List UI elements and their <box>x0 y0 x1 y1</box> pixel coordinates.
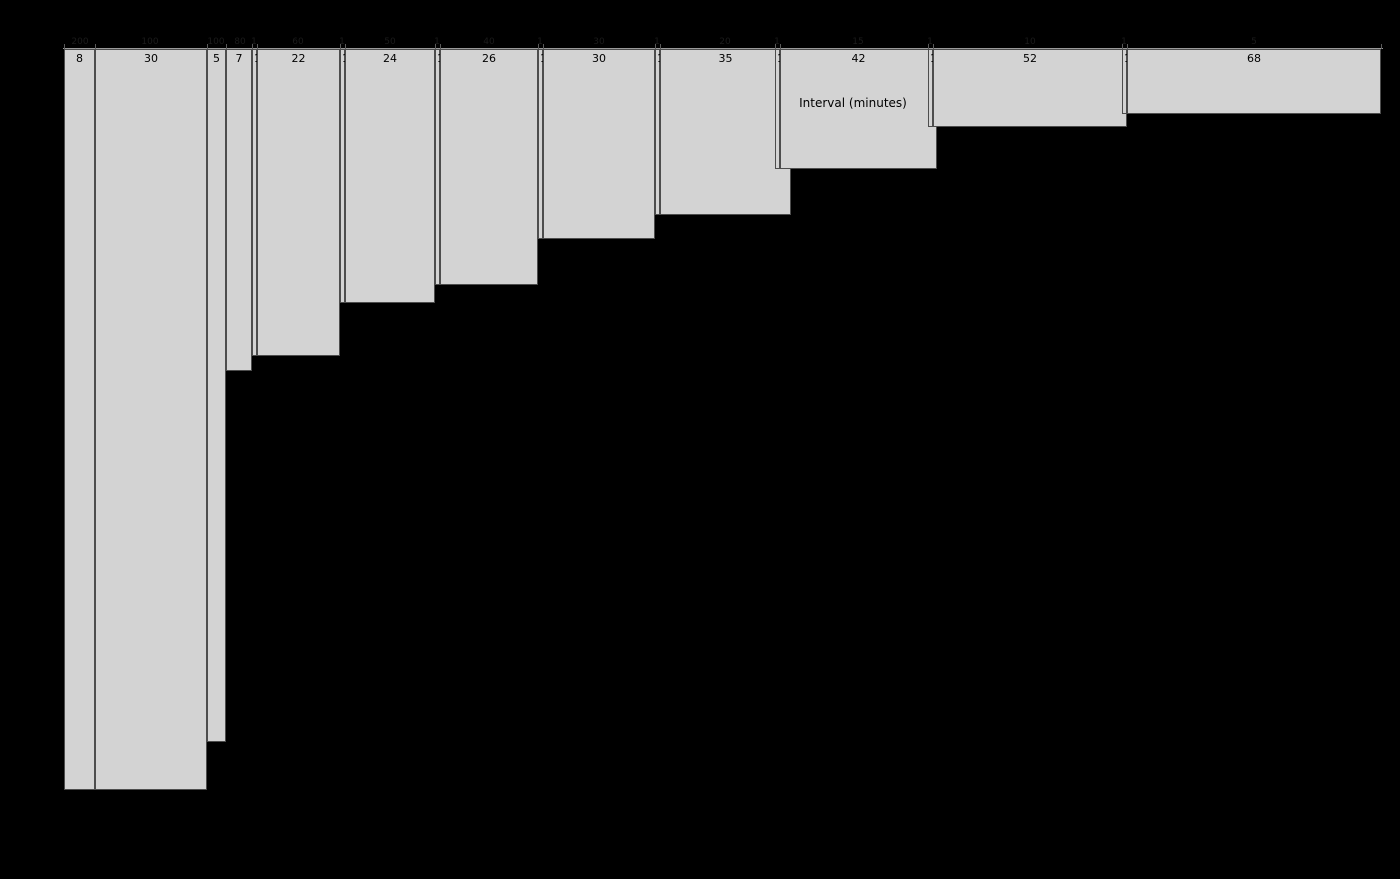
column-width-label: 22 <box>291 52 306 65</box>
axis-tick <box>1122 44 1123 49</box>
axis-top-tick-label: 20 <box>719 37 731 47</box>
axis-top-tick-label: 10 <box>1024 37 1036 47</box>
axis-tick <box>538 44 539 49</box>
mosaic-column: 22 <box>257 49 340 356</box>
axis-tick <box>440 44 441 49</box>
axis-top-tick-label: 80 <box>234 37 246 47</box>
axis-top-tick-label: 200 <box>71 37 89 47</box>
x-axis-label: Interval (minutes) <box>799 96 907 110</box>
axis-top-tick-label: 40 <box>483 37 495 47</box>
mosaic-column: 30 <box>95 49 207 790</box>
axis-top-tick-label: 5 <box>1251 37 1257 47</box>
column-width-label: 35 <box>718 52 733 65</box>
axis-top-tick-label: 60 <box>292 37 304 47</box>
axis-tick <box>257 44 258 49</box>
axis-tick <box>660 44 661 49</box>
mosaic-column: 24 <box>345 49 435 303</box>
axis-top-tick-label: 30 <box>593 37 605 47</box>
column-width-label: 68 <box>1247 52 1261 65</box>
axis-tick <box>1127 44 1128 49</box>
axis-top-tick-label: 1 <box>927 37 933 47</box>
column-width-label: 30 <box>144 52 158 65</box>
axis-top-tick-label: 1 <box>774 37 780 47</box>
axis-tick <box>775 44 776 49</box>
axis-top-tick-label: 1 <box>654 37 660 47</box>
mosaic-column: 68 <box>1127 49 1381 114</box>
column-width-label: 26 <box>482 52 496 65</box>
axis-top-tick-label: 1 <box>434 37 440 47</box>
axis-top-tick-label: 100 <box>141 37 159 47</box>
axis-tick <box>345 44 346 49</box>
column-width-label: 42 <box>851 52 866 65</box>
axis-tick <box>780 44 781 49</box>
column-width-label: 8 <box>76 52 83 65</box>
axis-tick <box>655 44 656 49</box>
mosaic-column: 7 <box>226 49 252 371</box>
axis-top-tick-label: 50 <box>384 37 396 47</box>
mosaic-column: 30 <box>543 49 655 239</box>
axis-tick <box>1381 44 1382 49</box>
column-width-label: 5 <box>213 52 220 65</box>
column-width-label: 30 <box>592 52 606 65</box>
top-axis-line <box>63 48 1383 49</box>
mosaic-column: 52 <box>933 49 1127 127</box>
axis-top-tick-label: 15 <box>852 37 864 47</box>
axis-top-tick-label: 1 <box>537 37 543 47</box>
axis-tick <box>543 44 544 49</box>
axis-tick <box>928 44 929 49</box>
mosaic-column: 5 <box>207 49 226 742</box>
mosaic-column: 35 <box>660 49 791 215</box>
column-width-label: 52 <box>1023 52 1037 65</box>
axis-tick <box>252 44 253 49</box>
axis-tick <box>64 44 65 49</box>
mosaic-column: 26 <box>440 49 538 285</box>
axis-top-tick-label: 1 <box>339 37 345 47</box>
axis-tick <box>207 44 208 49</box>
axis-tick <box>340 44 341 49</box>
column-width-label: 24 <box>383 52 397 65</box>
axis-tick <box>226 44 227 49</box>
axis-tick <box>435 44 436 49</box>
axis-tick <box>95 44 96 49</box>
axis-tick <box>933 44 934 49</box>
axis-top-tick-label: 1 <box>1121 37 1127 47</box>
axis-top-tick-label: 1 <box>251 37 257 47</box>
mosaic-column: 8 <box>64 49 95 790</box>
column-width-label: 7 <box>235 52 243 65</box>
